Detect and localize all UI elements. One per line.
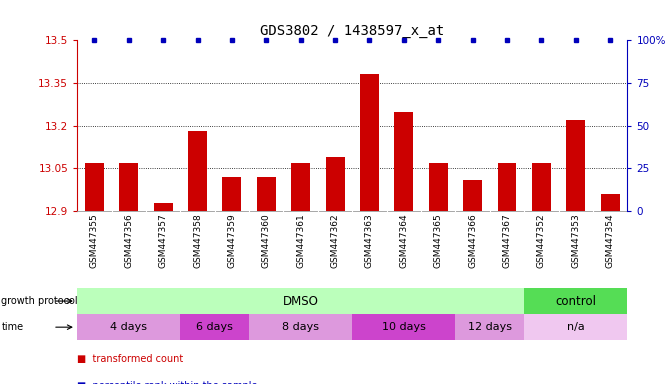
Text: GSM447363: GSM447363 xyxy=(365,214,374,268)
Text: time: time xyxy=(1,322,23,332)
Bar xyxy=(188,131,207,211)
Text: 8 days: 8 days xyxy=(282,322,319,332)
Text: GSM447356: GSM447356 xyxy=(124,214,134,268)
Text: GSM447362: GSM447362 xyxy=(331,214,340,268)
Text: GSM447366: GSM447366 xyxy=(468,214,477,268)
Text: GSM447365: GSM447365 xyxy=(433,214,443,268)
Bar xyxy=(395,111,413,211)
Bar xyxy=(77,288,524,314)
Text: GSM447358: GSM447358 xyxy=(193,214,202,268)
Text: GSM447359: GSM447359 xyxy=(227,214,236,268)
Text: 6 days: 6 days xyxy=(197,322,233,332)
Text: control: control xyxy=(556,295,597,308)
Bar xyxy=(325,157,344,211)
Text: n/a: n/a xyxy=(567,322,584,332)
Bar xyxy=(463,180,482,211)
Bar xyxy=(566,120,585,211)
Text: GSM447357: GSM447357 xyxy=(158,214,168,268)
Bar xyxy=(524,314,627,340)
Bar xyxy=(456,314,524,340)
Title: GDS3802 / 1438597_x_at: GDS3802 / 1438597_x_at xyxy=(260,24,444,38)
Text: ■  transformed count: ■ transformed count xyxy=(77,354,183,364)
Bar xyxy=(249,314,352,340)
Bar xyxy=(352,314,456,340)
Text: GSM447364: GSM447364 xyxy=(399,214,409,268)
Bar xyxy=(85,163,104,211)
Text: GSM447353: GSM447353 xyxy=(571,214,580,268)
Bar xyxy=(180,314,249,340)
Text: GSM447354: GSM447354 xyxy=(606,214,615,268)
Text: 12 days: 12 days xyxy=(468,322,512,332)
Text: GSM447360: GSM447360 xyxy=(262,214,271,268)
Text: GSM447367: GSM447367 xyxy=(503,214,511,268)
Bar xyxy=(429,163,448,211)
Text: ■  percentile rank within the sample: ■ percentile rank within the sample xyxy=(77,381,258,384)
Bar xyxy=(223,177,242,211)
Bar xyxy=(532,163,551,211)
Bar xyxy=(154,203,172,211)
Bar xyxy=(257,177,276,211)
Bar xyxy=(119,163,138,211)
Text: 4 days: 4 days xyxy=(110,322,147,332)
Text: 10 days: 10 days xyxy=(382,322,426,332)
Text: GSM447361: GSM447361 xyxy=(296,214,305,268)
Bar xyxy=(360,74,379,211)
Text: GSM447355: GSM447355 xyxy=(90,214,99,268)
Bar xyxy=(601,194,619,211)
Bar xyxy=(291,163,310,211)
Text: DMSO: DMSO xyxy=(282,295,319,308)
Bar xyxy=(524,288,627,314)
Text: GSM447352: GSM447352 xyxy=(537,214,546,268)
Bar xyxy=(77,314,180,340)
Text: growth protocol: growth protocol xyxy=(1,296,78,306)
Bar xyxy=(498,163,517,211)
